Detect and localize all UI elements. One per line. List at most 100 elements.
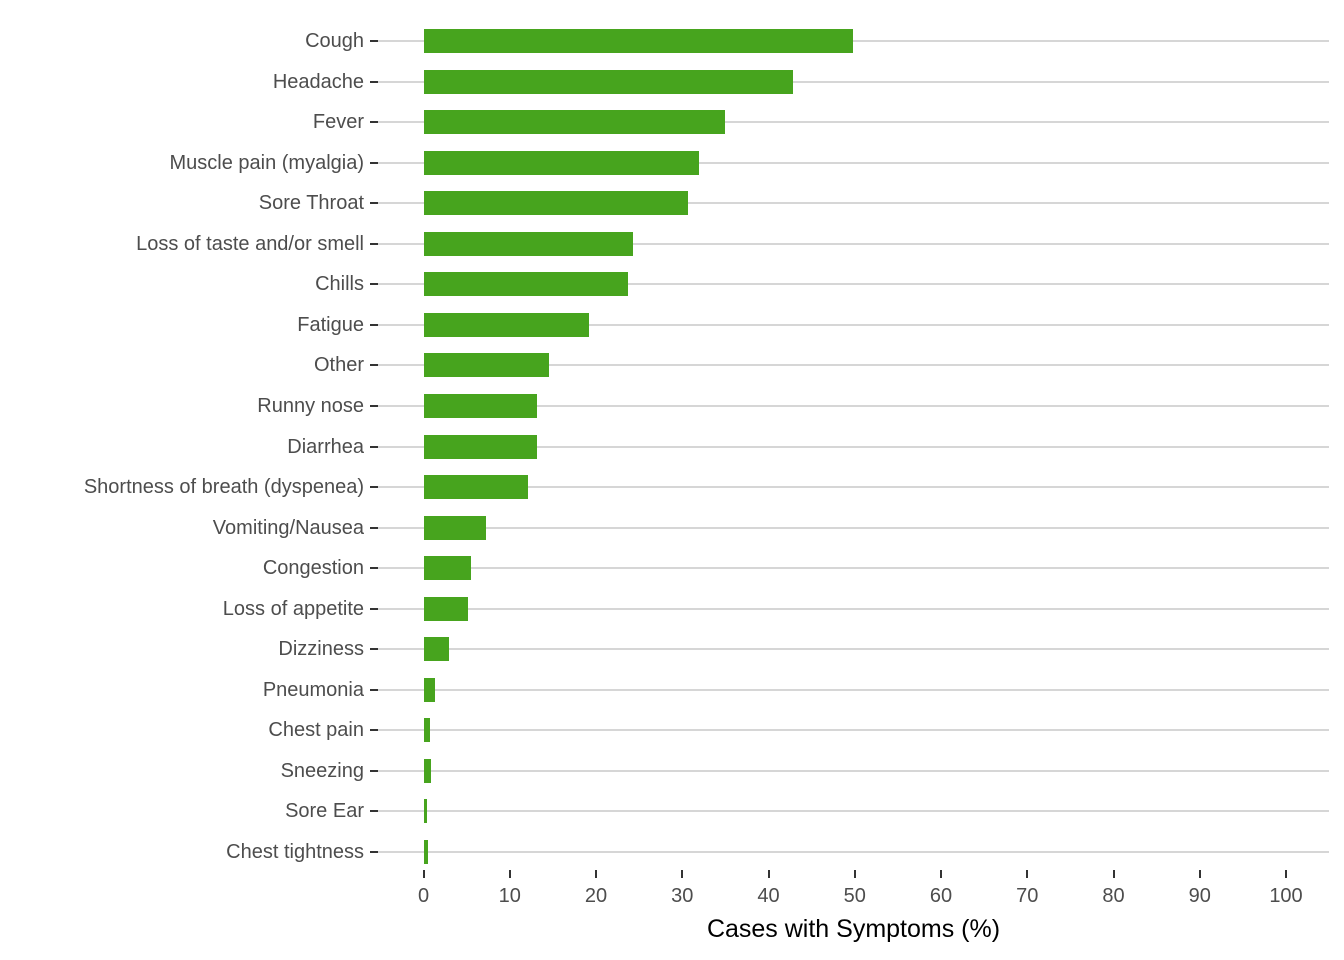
- y-tick-mark: [370, 526, 378, 529]
- x-tick-mark: [422, 870, 425, 878]
- y-tick-mark: [370, 648, 378, 651]
- gridline: [378, 161, 1329, 164]
- x-tick-label: 60: [929, 885, 953, 907]
- bar: [423, 272, 628, 297]
- y-tick-mark: [370, 851, 378, 853]
- x-tick-label: 40: [757, 885, 780, 907]
- bar: [423, 799, 427, 824]
- gridline: [378, 688, 1329, 691]
- x-tick-label: 0: [417, 885, 430, 907]
- y-axis-label: Loss of appetite: [222, 597, 364, 620]
- x-tick-label: 80: [1102, 885, 1125, 907]
- gridline: [378, 851, 1329, 853]
- gridline: [378, 404, 1329, 407]
- y-tick-mark: [370, 769, 378, 772]
- y-axis-label: Congestion: [262, 557, 364, 580]
- y-axis-label: Chest pain: [268, 719, 364, 742]
- y-axis-label: Muscle pain (myalgia): [169, 151, 364, 174]
- bar: [423, 231, 634, 256]
- gridline: [378, 607, 1329, 610]
- y-tick-mark: [370, 567, 378, 570]
- y-axis-label: Chest tightness: [226, 841, 364, 863]
- x-tick-mark: [595, 870, 597, 878]
- bar: [423, 150, 699, 175]
- bar: [423, 29, 854, 53]
- y-axis-label: Runny nose: [257, 394, 364, 417]
- y-axis-label: Pneumonia: [262, 678, 364, 701]
- bar: [423, 110, 725, 135]
- gridline: [378, 769, 1329, 772]
- gridline: [378, 567, 1329, 570]
- x-tick-mark: [681, 870, 684, 878]
- x-tick-mark: [508, 870, 511, 878]
- gridline: [378, 729, 1329, 732]
- x-tick-mark: [1285, 870, 1287, 878]
- bar: [423, 475, 528, 500]
- y-tick-mark: [370, 404, 378, 407]
- y-axis-label: Vomiting/Nausea: [212, 516, 364, 539]
- y-tick-mark: [370, 607, 378, 610]
- x-tick-label: 10: [498, 885, 521, 907]
- bar: [423, 556, 471, 581]
- y-tick-mark: [370, 121, 378, 124]
- gridline: [378, 445, 1329, 448]
- y-tick-mark: [370, 486, 378, 489]
- y-axis-label: Sneezing: [280, 759, 364, 782]
- x-tick-mark: [767, 870, 770, 878]
- y-tick-mark: [370, 810, 378, 813]
- gridline: [378, 323, 1329, 326]
- x-tick-label: 70: [1016, 885, 1039, 907]
- y-tick-mark: [370, 729, 378, 732]
- y-axis-label: Other: [313, 354, 364, 377]
- x-tick-label: 20: [584, 885, 608, 907]
- bar: [423, 718, 431, 743]
- y-axis-label: Loss of taste and/or smell: [136, 232, 364, 255]
- bar: [423, 434, 538, 459]
- gridline: [378, 121, 1329, 124]
- y-axis-label: Sore Throat: [258, 192, 364, 215]
- bar: [423, 69, 793, 94]
- gridline: [378, 648, 1329, 651]
- bar: [423, 353, 550, 378]
- y-tick-mark: [370, 688, 378, 691]
- y-tick-mark: [370, 242, 378, 245]
- y-tick-mark: [370, 40, 378, 42]
- y-tick-mark: [370, 80, 378, 83]
- x-axis-title: Cases with Symptoms (%): [706, 915, 1001, 943]
- y-tick-mark: [370, 323, 378, 326]
- y-axis-label: Fatigue: [297, 313, 364, 336]
- x-tick-mark: [940, 870, 942, 878]
- gridline: [378, 364, 1329, 367]
- x-tick-label: 90: [1188, 885, 1211, 907]
- gridline: [378, 40, 1329, 42]
- y-tick-mark: [370, 161, 378, 164]
- y-axis-label: Cough: [305, 30, 364, 52]
- bar: [423, 515, 487, 540]
- x-tick-mark: [1026, 870, 1029, 878]
- y-axis-label: Headache: [272, 70, 364, 93]
- gridline: [378, 526, 1329, 529]
- x-tick-label: 100: [1269, 885, 1303, 907]
- bar: [423, 393, 538, 418]
- gridline: [378, 810, 1329, 813]
- y-tick-mark: [370, 283, 378, 286]
- y-axis-label: Sore Ear: [285, 800, 364, 823]
- x-tick-label: 30: [671, 885, 694, 907]
- y-axis-label: Diarrhea: [287, 435, 364, 458]
- gridline: [378, 242, 1329, 245]
- x-tick-mark: [1198, 870, 1201, 878]
- bar: [423, 596, 469, 621]
- y-tick-mark: [370, 364, 378, 367]
- gridline: [378, 283, 1329, 286]
- gridline: [378, 80, 1329, 83]
- gridline: [378, 486, 1329, 489]
- gridline: [378, 202, 1329, 205]
- y-axis-label: Fever: [312, 111, 364, 134]
- bar: [423, 191, 689, 216]
- bar: [423, 840, 428, 864]
- y-tick-mark: [370, 445, 378, 448]
- bar: [423, 637, 450, 662]
- y-tick-mark: [370, 202, 378, 205]
- x-tick-mark: [1112, 870, 1115, 878]
